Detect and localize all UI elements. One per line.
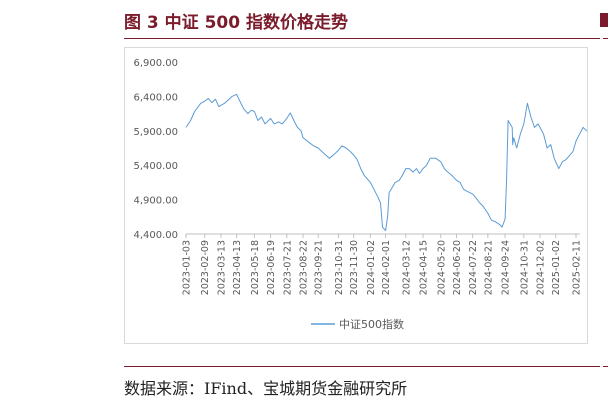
x-tick-label: 2023-08-22 [299, 240, 310, 295]
x-tick-label: 2024-02-01 [381, 240, 392, 295]
x-tick-label: 2023-11-30 [349, 240, 360, 295]
x-tick-label: 2024-01-02 [366, 240, 377, 295]
x-tick-label: 2024-12-02 [536, 240, 547, 295]
x-tick-label: 2023-02-09 [200, 240, 211, 295]
x-tick-label: 2023-10-31 [334, 240, 345, 295]
x-tick-label: 2023-01-03 [182, 240, 193, 295]
x-tick-label: 2024-06-20 [452, 240, 463, 295]
x-tick-label: 2024-10-31 [519, 240, 530, 295]
line-chart: 4,400.00 4,900.00 5,400.00 5,900.00 6,400.00… [133, 58, 590, 331]
adjacent-figure-marker [600, 13, 608, 27]
x-tick-label: 2023-04-13 [232, 240, 243, 295]
y-tick-label: 6,400.00 [133, 92, 178, 103]
adjacent-figure-rule [603, 38, 608, 39]
x-tick-label: 2023-06-19 [266, 240, 277, 295]
legend-label: 中证500指数 [339, 317, 404, 331]
y-tick-label: 5,900.00 [133, 127, 178, 138]
y-tick-label: 6,900.00 [133, 58, 178, 69]
x-tick-label: 2024-05-20 [436, 240, 447, 295]
x-tick-label: 2023-07-21 [282, 240, 293, 295]
chart-frame: 4,400.00 4,900.00 5,400.00 5,900.00 6,400.00… [124, 47, 590, 344]
x-tick-label: 2024-04-15 [419, 240, 430, 295]
x-tick-label: 2025-01-02 [551, 240, 562, 295]
y-tick-label: 4,900.00 [133, 196, 178, 207]
y-tick-label: 5,400.00 [133, 161, 178, 172]
x-tick-label: 2024-09-24 [501, 240, 512, 295]
x-tick-label: 2025-02-11 [572, 240, 583, 295]
x-tick-label: 2023-09-21 [314, 240, 325, 295]
figure-title: 图 3 中证 500 指数价格走势 [124, 13, 348, 33]
x-tick-label: 2023-03-13 [216, 240, 227, 295]
title-rule [124, 38, 600, 39]
series-line [185, 93, 590, 232]
source-rule [124, 366, 600, 367]
y-tick-label: 4,400.00 [133, 230, 178, 241]
adjacent-figure-source-rule [603, 366, 608, 367]
x-tick-label: 2024-08-21 [483, 240, 494, 295]
x-tick-label: 2024-07-22 [468, 240, 479, 295]
x-tick-label: 2023-05-18 [250, 240, 261, 295]
source-note: 数据来源：IFind、宝城期货金融研究所 [124, 379, 408, 398]
x-tick-label: 2024-03-12 [401, 240, 412, 295]
